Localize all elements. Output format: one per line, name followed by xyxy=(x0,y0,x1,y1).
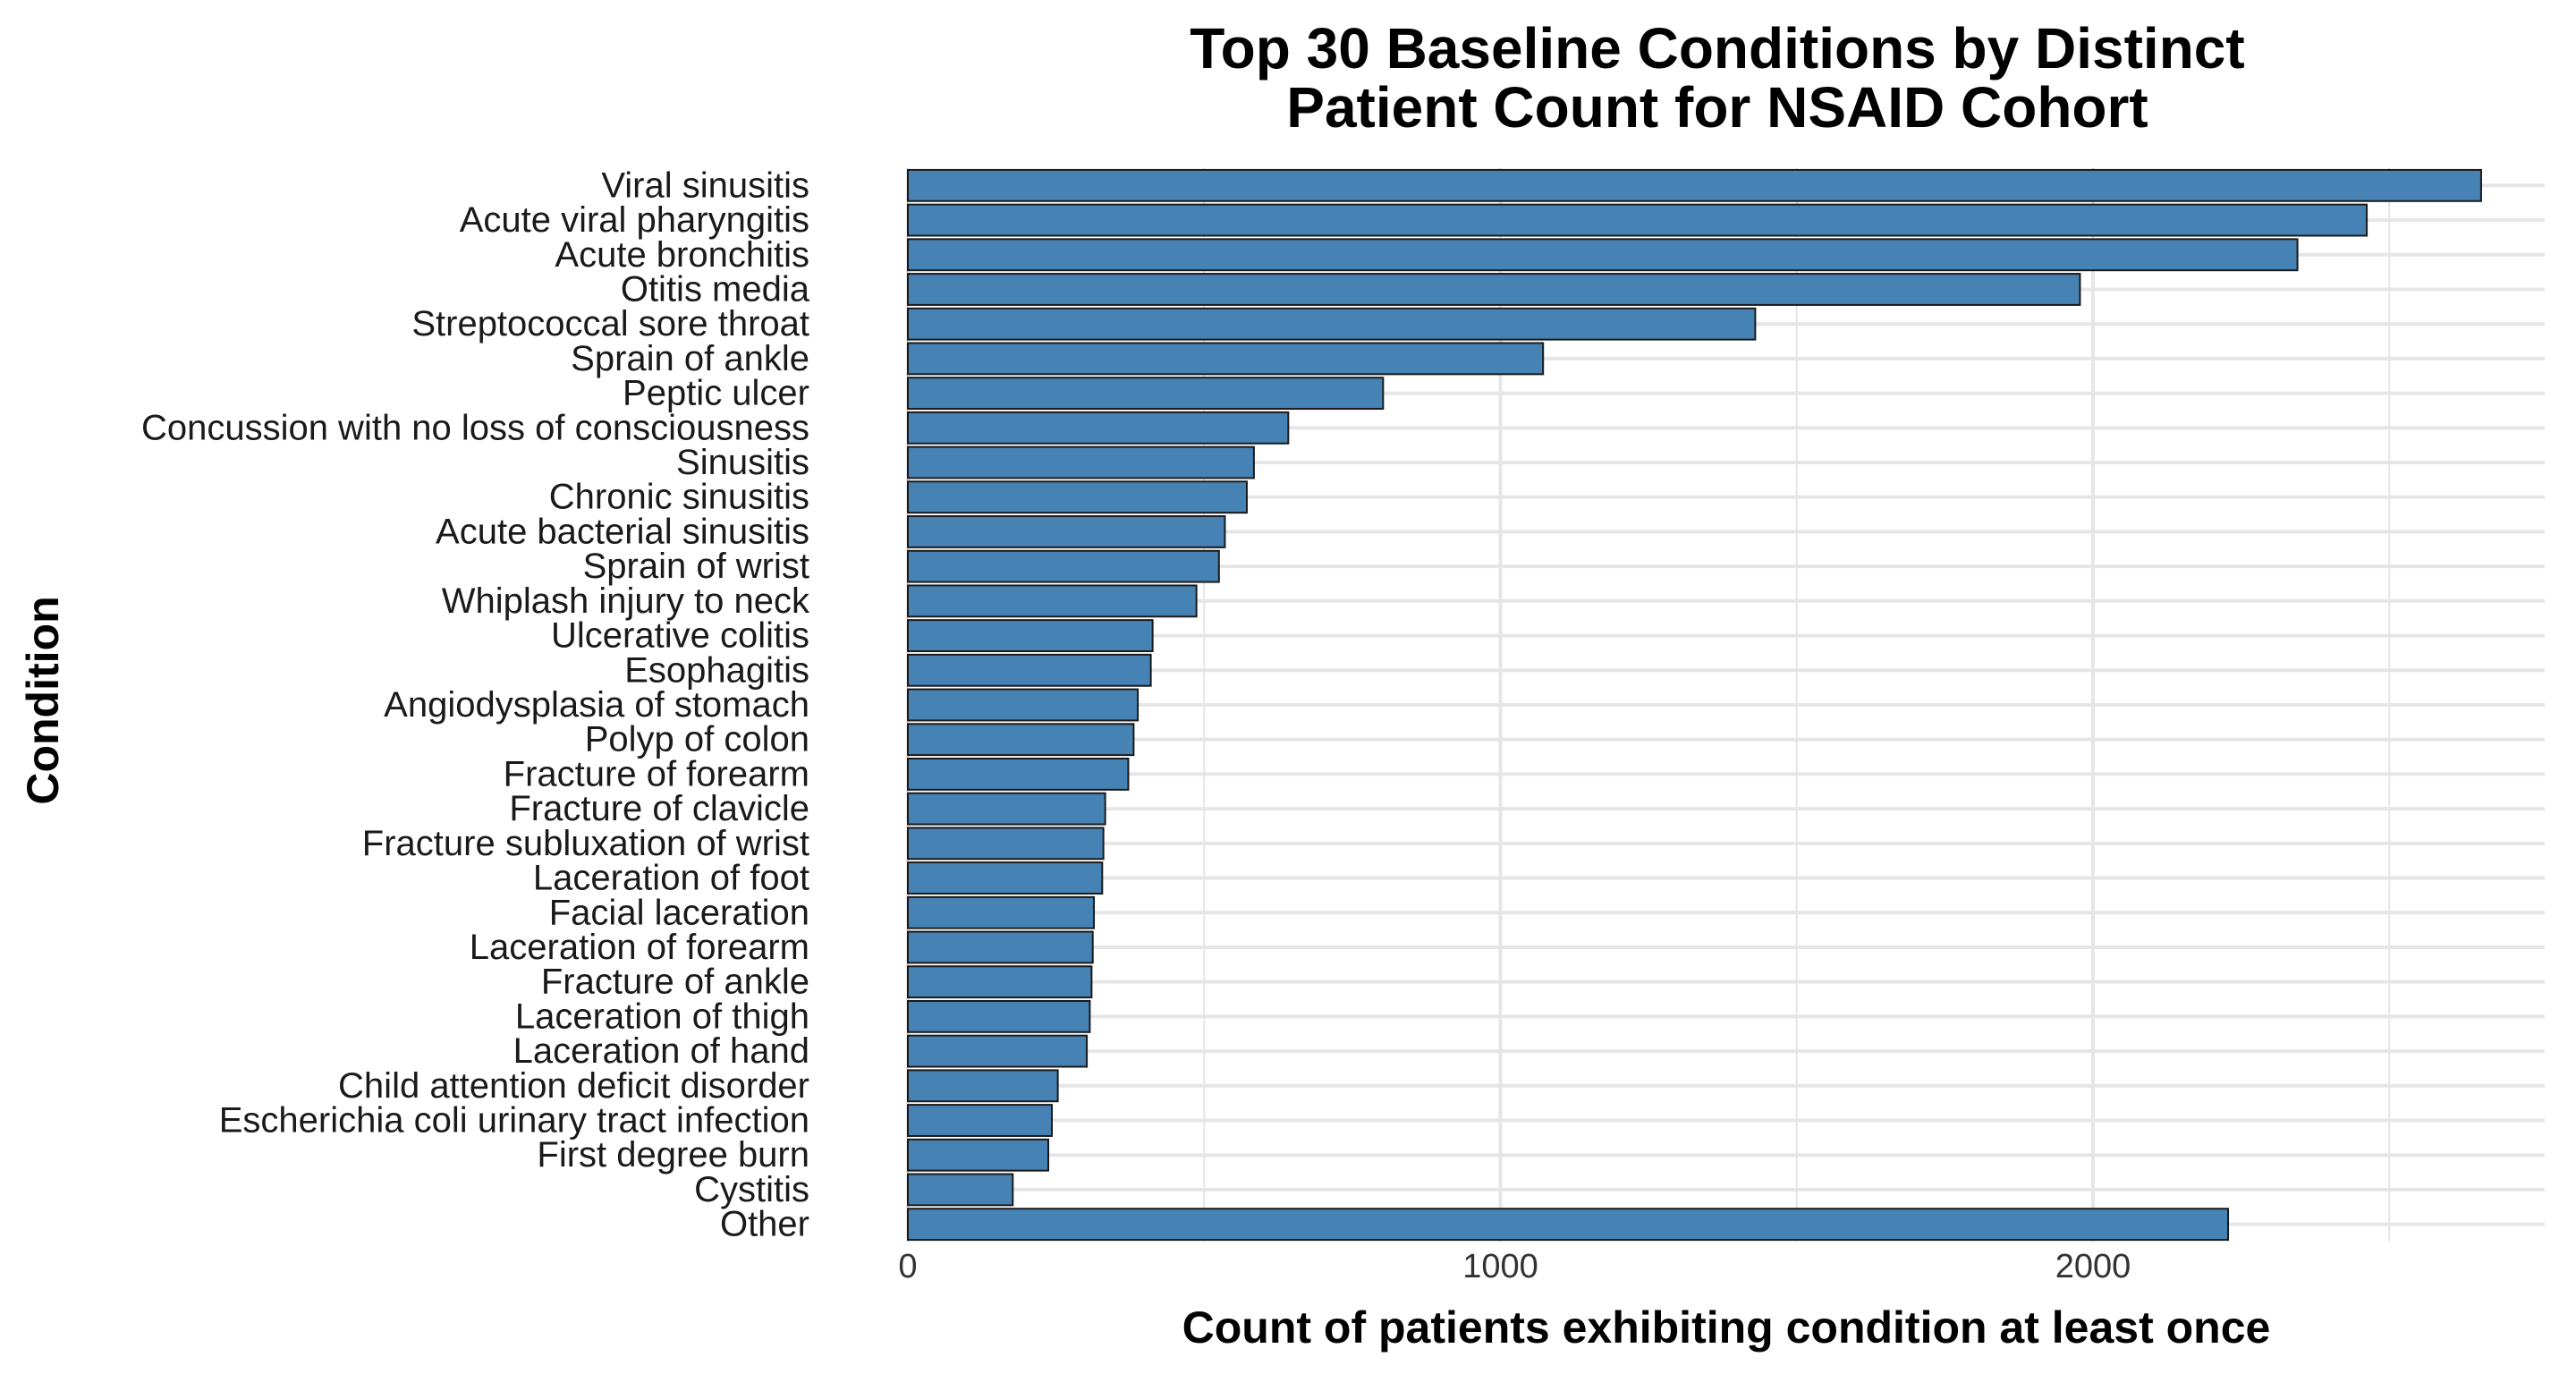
bar xyxy=(907,238,2299,272)
bar xyxy=(907,1034,1089,1068)
bar xyxy=(907,1173,1014,1207)
category-label: Streptococcal sore throat xyxy=(411,304,809,344)
bar xyxy=(907,723,1135,757)
category-label: Angiodysplasia of stomach xyxy=(384,685,809,725)
category-label: Escherichia coli urinary tract infection xyxy=(219,1101,809,1141)
category-label: Fracture of forearm xyxy=(504,754,809,793)
bar xyxy=(907,999,1091,1033)
bar xyxy=(907,584,1198,618)
bar xyxy=(907,342,1545,376)
bar xyxy=(907,895,1096,929)
bar xyxy=(907,549,1220,583)
bar xyxy=(907,758,1130,791)
category-label: Facial laceration xyxy=(549,893,809,932)
bar xyxy=(907,930,1094,964)
bar xyxy=(907,480,1248,514)
category-label: Laceration of hand xyxy=(513,1031,809,1071)
y-axis-title: Condition xyxy=(18,596,68,805)
category-label: Concussion with no loss of consciousness xyxy=(141,408,809,447)
category-label: Ulcerative colitis xyxy=(551,616,809,656)
category-label: Child attention deficit disorder xyxy=(338,1066,809,1106)
category-label: Acute bronchitis xyxy=(555,235,809,275)
bar xyxy=(907,307,1757,341)
category-label: Other xyxy=(720,1205,809,1244)
category-label: Laceration of foot xyxy=(533,859,809,898)
chart-title-line-2: Patient Count for NSAID Cohort xyxy=(1286,75,2148,140)
category-label: Otitis media xyxy=(621,269,810,309)
category-label: Sprain of wrist xyxy=(583,547,809,586)
category-label: Laceration of thigh xyxy=(515,997,809,1036)
x-tick-label: 0 xyxy=(898,1248,917,1285)
category-label: Sprain of ankle xyxy=(571,339,809,378)
category-label: Esophagitis xyxy=(624,650,809,690)
bar xyxy=(907,203,2368,237)
bar xyxy=(907,411,1290,445)
category-label: Fracture subluxation of wrist xyxy=(362,824,809,863)
bar xyxy=(907,1069,1059,1103)
bar xyxy=(907,1104,1053,1137)
bar-layer xyxy=(907,168,2482,1242)
bar xyxy=(907,377,1385,411)
bar xyxy=(907,688,1140,722)
bar xyxy=(907,1208,2230,1242)
x-tick-label: 1000 xyxy=(1462,1248,1538,1285)
category-label: Peptic ulcer xyxy=(623,374,809,413)
bar xyxy=(907,619,1154,653)
category-label: Acute viral pharyngitis xyxy=(460,200,809,240)
bar xyxy=(907,792,1106,826)
category-label: Polyp of colon xyxy=(585,720,809,759)
bar xyxy=(907,273,2081,306)
bar xyxy=(907,445,1255,479)
x-tick-label: 2000 xyxy=(2055,1248,2131,1285)
category-label: Laceration of forearm xyxy=(470,928,809,967)
category-label: Viral sinusitis xyxy=(601,165,809,205)
category-label: Cystitis xyxy=(694,1170,809,1209)
category-label: Fracture of clavicle xyxy=(509,789,809,828)
category-label: Acute bacterial sinusitis xyxy=(436,512,809,551)
x-axis-title: Count of patients exhibiting condition a… xyxy=(1182,1302,2271,1353)
bar xyxy=(907,827,1105,861)
bar xyxy=(907,1138,1050,1172)
category-label: Chronic sinusitis xyxy=(549,478,809,517)
bar xyxy=(907,653,1152,687)
bar xyxy=(907,965,1093,999)
category-label: Whiplash injury to neck xyxy=(442,581,810,621)
x-tick-label-layer: 0 1000 2000 xyxy=(898,1248,2131,1285)
bar xyxy=(907,515,1226,548)
category-label: First degree burn xyxy=(537,1135,809,1175)
bar xyxy=(907,168,2482,202)
category-label: Sinusitis xyxy=(676,443,809,482)
bar xyxy=(907,861,1104,895)
category-label: Fracture of ankle xyxy=(541,963,809,1002)
chart-title-line-1: Top 30 Baseline Conditions by Distinct xyxy=(1190,16,2245,81)
